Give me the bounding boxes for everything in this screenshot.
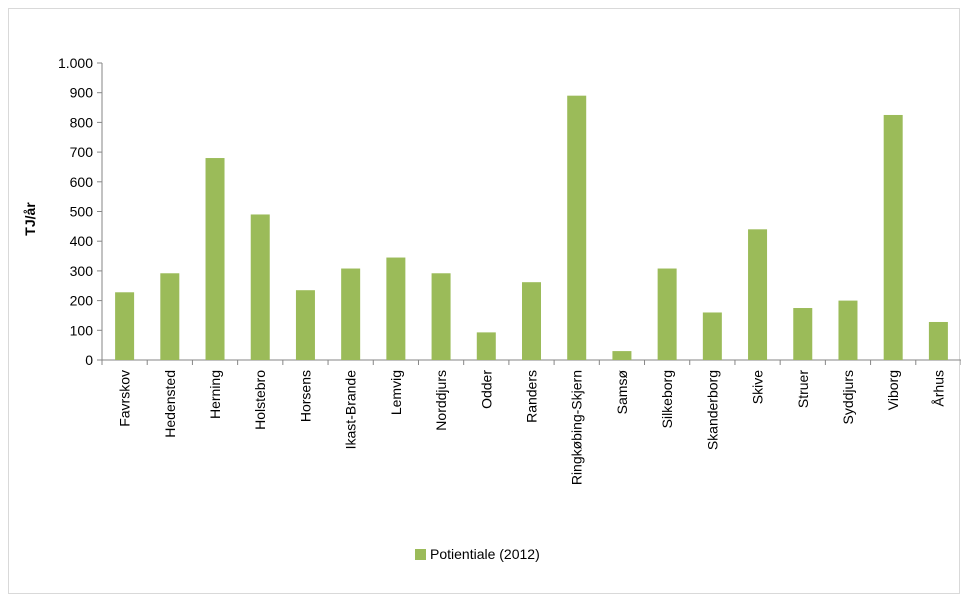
x-tick-label: Århus xyxy=(930,370,946,407)
x-tick-label: Samsø xyxy=(614,370,630,415)
bar xyxy=(702,312,722,360)
bar xyxy=(295,290,315,360)
y-tick-label: 800 xyxy=(70,114,94,130)
y-tick-label: 0 xyxy=(85,352,93,368)
x-tick-label: Ringkøbing-Skjern xyxy=(569,370,585,485)
bar xyxy=(612,351,632,360)
x-tick-label: Silkeborg xyxy=(659,370,675,428)
bar xyxy=(928,321,948,360)
bar xyxy=(115,292,135,360)
x-tick-label: Odder xyxy=(478,370,494,409)
y-tick-label: 300 xyxy=(70,263,94,279)
x-tick-label: Norddjurs xyxy=(433,370,449,431)
label-layer: 0 100 200 300 400 500 600 700 800 900 1.000 Favrsko… xyxy=(58,55,946,485)
x-tick-label: Struer xyxy=(795,370,811,408)
x-tick-label: Herning xyxy=(207,370,223,419)
bar xyxy=(341,268,361,360)
bar xyxy=(386,257,406,360)
y-axis-label: TJ/år xyxy=(22,202,38,236)
x-tick-label: Hedensted xyxy=(162,370,178,438)
legend: Potientiale (2012) xyxy=(415,546,540,562)
bar xyxy=(205,158,225,360)
legend-swatch xyxy=(415,549,426,560)
x-tick-label: Favrskov xyxy=(117,370,133,427)
y-tick-label: 500 xyxy=(70,204,94,220)
y-tick-label: 200 xyxy=(70,293,94,309)
x-tick-label: Skive xyxy=(750,370,766,404)
bar xyxy=(793,308,813,360)
x-tick-label: Horsens xyxy=(297,370,313,422)
y-tick-label: 700 xyxy=(70,144,94,160)
y-tick-label: 1.000 xyxy=(58,55,93,71)
x-tick-label: Lemvig xyxy=(388,370,404,415)
x-tick-label: Syddjurs xyxy=(840,370,856,424)
bar xyxy=(567,95,587,361)
bar-layer xyxy=(115,95,948,361)
x-tick-label: Randers xyxy=(524,370,540,423)
x-tick-label: Skanderborg xyxy=(704,370,720,450)
y-tick-label: 100 xyxy=(70,322,94,338)
x-tick-label: Holstebro xyxy=(252,370,268,430)
x-tick-label: Viborg xyxy=(885,370,901,410)
chart-frame: 0 100 200 300 400 500 600 700 800 900 1.000 Favrsko… xyxy=(8,8,961,594)
bar xyxy=(160,273,180,360)
x-tick-label: Ikast-Brande xyxy=(343,370,359,450)
bar xyxy=(838,300,858,360)
y-tick-label: 900 xyxy=(70,85,94,101)
bar xyxy=(883,114,903,360)
bar xyxy=(476,332,496,360)
y-tick-label: 400 xyxy=(70,233,94,249)
y-tick-label: 600 xyxy=(70,174,94,190)
legend-label: Potientiale (2012) xyxy=(430,546,540,562)
bar-chart: 0 100 200 300 400 500 600 700 800 900 1.000 Favrsko… xyxy=(22,55,961,562)
bar xyxy=(522,282,541,360)
bar xyxy=(431,273,451,360)
bar xyxy=(657,268,677,360)
bar xyxy=(748,229,768,360)
bar xyxy=(250,214,270,360)
